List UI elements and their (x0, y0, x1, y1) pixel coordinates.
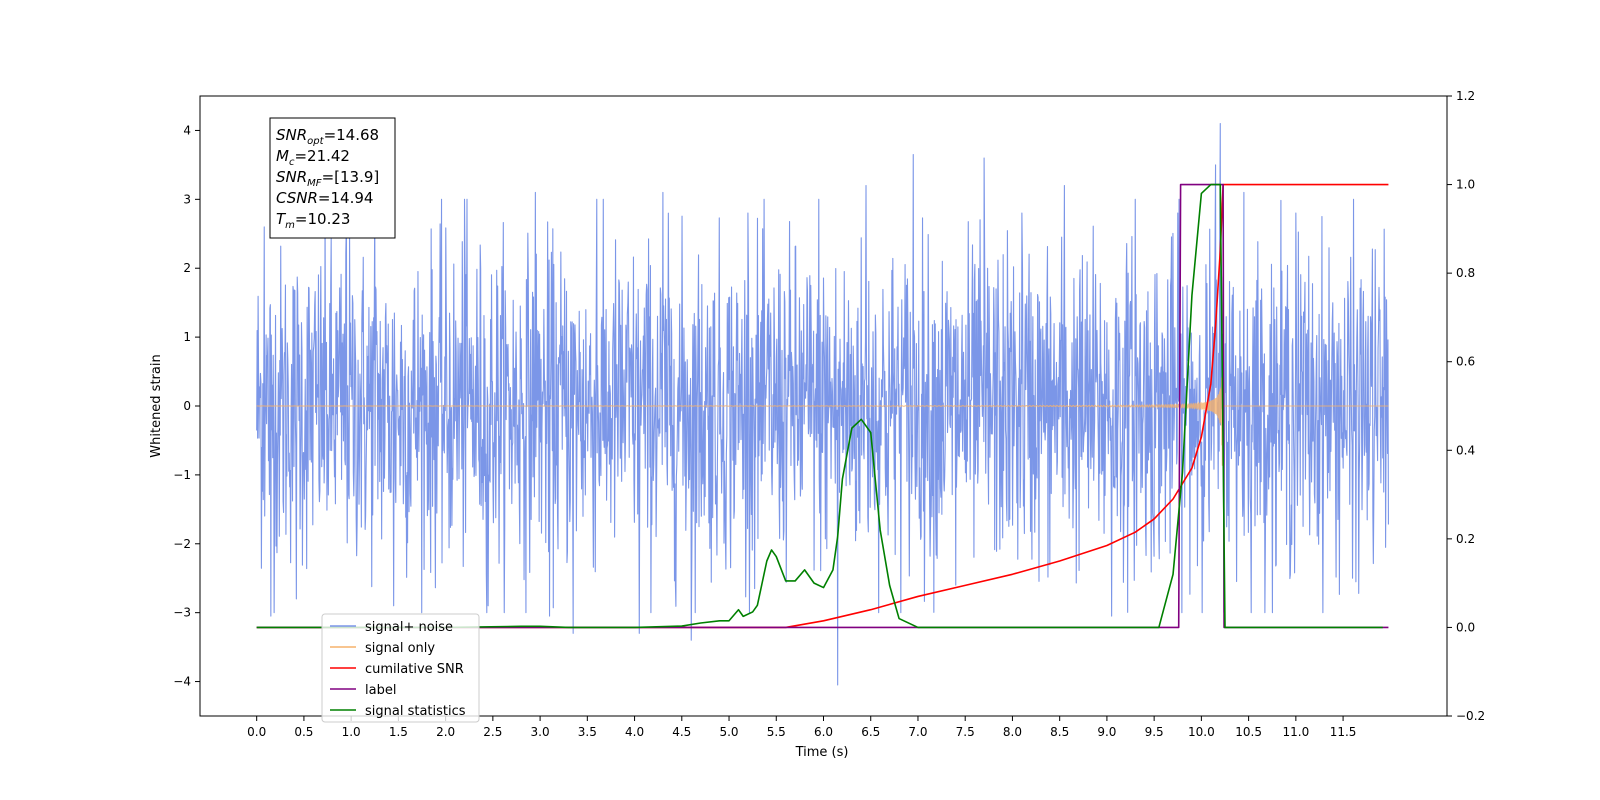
x-tick-label: 1.0 (342, 725, 361, 739)
y-right-tick-label: −0.2 (1456, 709, 1485, 723)
x-tick-label: 7.0 (908, 725, 927, 739)
annotation-value: =14.68 (324, 126, 380, 144)
annotation-line: SNRMF=[13.9] (276, 168, 379, 189)
x-tick-label: 11.0 (1282, 725, 1309, 739)
annotation-subscript: c (289, 157, 295, 168)
x-tick-label: 8.5 (1050, 725, 1069, 739)
x-tick-label: 9.5 (1145, 725, 1164, 739)
legend-label: label (365, 683, 396, 698)
annotation-line: CSNR=14.94 (276, 189, 373, 207)
x-tick-label: 5.0 (719, 725, 738, 739)
x-tick-label: 9.0 (1097, 725, 1116, 739)
x-axis-label: Time (s) (795, 745, 849, 760)
y-left-tick-label: 1 (183, 330, 191, 344)
annotation-symbol: SNR (276, 126, 307, 144)
annotation-value: =[13.9] (322, 168, 380, 186)
annotation-subscript: MF (307, 178, 322, 189)
x-tick-label: 3.0 (531, 725, 550, 739)
annotation-symbol: SNR (276, 168, 307, 186)
series-signal-only (256, 343, 1389, 466)
legend-frame (321, 613, 480, 723)
annotation-line: Tm=10.23 (276, 210, 350, 231)
x-axis: 0.0 0.5 1.0 1.5 2.0 2.5 3.0 3.5 4.0 4.5 5.0 5.5 6.0 6… (247, 716, 1356, 739)
y-axis-right: −0.2 0.0 0.2 0.4 0.6 0.8 1.0 1.2 (1447, 89, 1485, 723)
annotation-symbol: CSNR (276, 189, 318, 207)
annotation-value: =21.42 (294, 147, 350, 165)
x-tick-label: 7.5 (956, 725, 975, 739)
legend-label: signal+ noise (365, 620, 453, 635)
y-left-tick-label: −4 (173, 675, 191, 689)
annotation-frame (269, 117, 396, 239)
y-left-tick-label: 2 (183, 261, 191, 275)
y-right-tick-label: 1.2 (1456, 89, 1475, 103)
annotation-symbol: M (276, 147, 289, 165)
y-right-tick-label: 1.0 (1456, 178, 1475, 192)
annotation-subscript: opt (307, 136, 324, 147)
x-tick-label: 11.5 (1330, 725, 1357, 739)
stats-annotation-box: SNRopt=14.68Mc=21.42SNRMF=[13.9]CSNR=14.… (269, 117, 396, 239)
y-axis-left-label: Whitened strain (149, 354, 164, 457)
x-tick-label: 10.0 (1188, 725, 1215, 739)
x-tick-label: 10.5 (1235, 725, 1262, 739)
series-signal-statistics (256, 183, 1383, 629)
y-right-tick-label: 0.6 (1456, 355, 1475, 369)
x-tick-label: 2.0 (436, 725, 455, 739)
legend-label: cumilative SNR (365, 662, 464, 677)
x-tick-label: 2.5 (483, 725, 502, 739)
x-tick-label: 3.5 (578, 725, 597, 739)
legend-label: signal statistics (365, 704, 466, 719)
x-tick-label: 0.0 (247, 725, 266, 739)
y-right-tick-label: 0.2 (1456, 532, 1475, 546)
annotation-value: =10.23 (295, 210, 351, 228)
y-left-tick-label: −3 (173, 606, 191, 620)
x-tick-label: 4.0 (625, 725, 644, 739)
x-tick-label: 0.5 (294, 725, 313, 739)
y-left-tick-label: 0 (183, 399, 191, 413)
y-left-tick-label: 3 (183, 192, 191, 206)
x-tick-label: 1.5 (389, 725, 408, 739)
legend-label: signal only (365, 641, 435, 656)
y-right-tick-label: 0.8 (1456, 266, 1475, 280)
x-tick-label: 4.5 (672, 725, 691, 739)
y-right-tick-label: 0.4 (1456, 443, 1475, 457)
y-right-tick-label: 0.0 (1456, 620, 1475, 634)
annotation-line: Mc=21.42 (276, 147, 350, 168)
annotation-line: SNRopt=14.68 (276, 126, 379, 147)
x-tick-label: 6.5 (861, 725, 880, 739)
x-tick-label: 8.0 (1003, 725, 1022, 739)
annotation-subscript: m (285, 220, 295, 231)
series-layer (256, 123, 1389, 686)
y-axis-left: −4 −3 −2 −1 0 1 2 3 4 (173, 123, 200, 689)
y-left-tick-label: 4 (183, 123, 191, 137)
series-signal-noise (256, 123, 1389, 686)
x-tick-label: 5.5 (767, 725, 786, 739)
annotation-value: =14.94 (318, 189, 374, 207)
legend: signal+ noise signal only cumilative SNR la… (321, 613, 480, 723)
x-tick-label: 6.0 (814, 725, 833, 739)
annotation-symbol: T (276, 210, 287, 228)
y-left-tick-label: −1 (173, 468, 191, 482)
series-cumilative-snr (256, 183, 1389, 629)
y-left-tick-label: −2 (173, 537, 191, 551)
